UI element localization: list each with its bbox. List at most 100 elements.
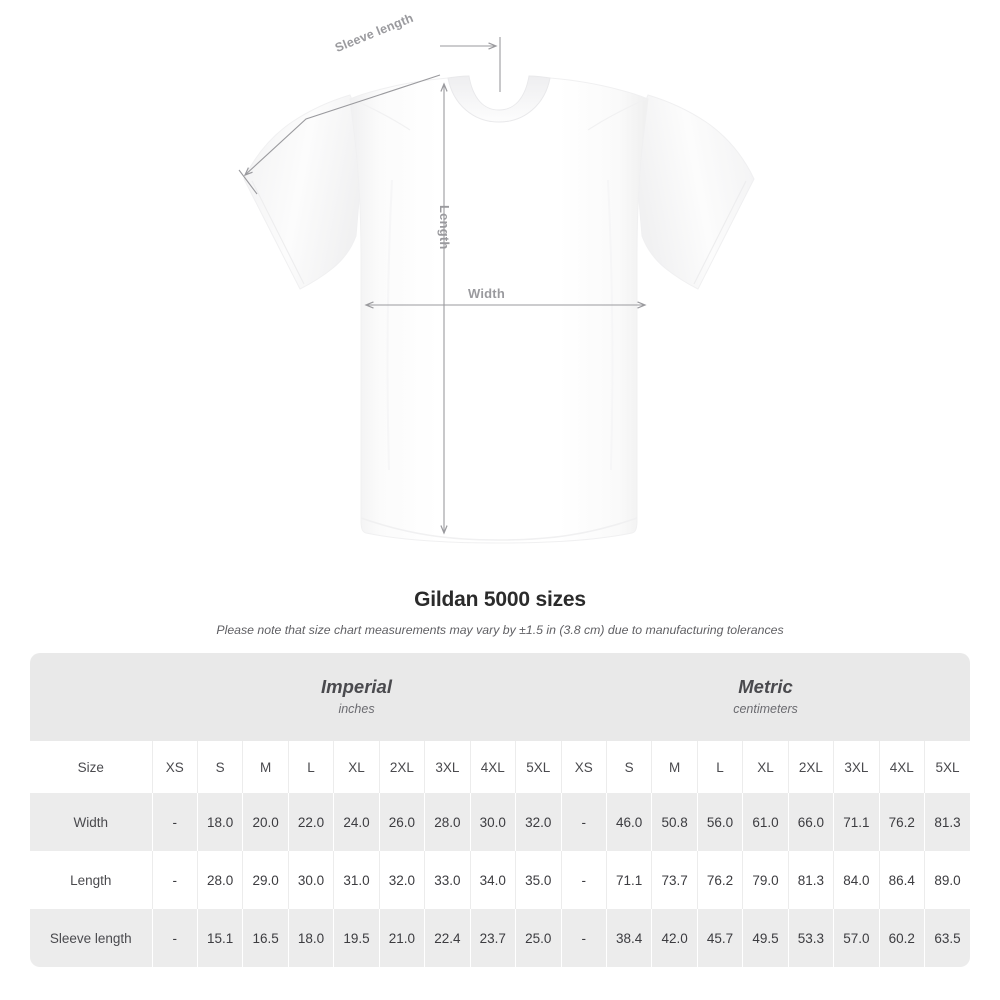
measurement-cell: - (560, 793, 607, 851)
size-column-header: M (651, 741, 698, 793)
unit-group-subtitle: inches (338, 701, 375, 716)
measurement-cell: 86.4 (878, 851, 925, 909)
measurement-cell: 81.3 (924, 793, 971, 851)
right-shoulder-seam (587, 98, 647, 131)
measurement-cell: 30.0 (287, 851, 334, 909)
sleeve-length-arrow (245, 74, 441, 175)
measurement-cell: 73.7 (651, 851, 698, 909)
unit-group-metric: Metric centimeters (561, 653, 971, 741)
measurement-cell: 76.2 (696, 851, 743, 909)
size-column-header: 5XL (515, 741, 562, 793)
measurement-cell: - (560, 909, 607, 967)
sleeve-length-end-tick (238, 169, 258, 195)
measurement-cell: 32.0 (515, 793, 562, 851)
measurement-cell: 81.3 (787, 851, 834, 909)
size-column-header: M (242, 741, 289, 793)
fabric-fold-left (386, 179, 393, 471)
unit-group-name: Imperial (321, 676, 392, 698)
measurement-cell: 45.7 (696, 909, 743, 967)
size-header-label: Size (30, 741, 152, 793)
left-sleeve-hem (251, 180, 305, 285)
measurement-cell: 23.7 (469, 909, 516, 967)
page-title: Gildan 5000 sizes (414, 588, 586, 611)
measurement-cell: 71.1 (605, 851, 652, 909)
measurement-cell: 33.0 (424, 851, 471, 909)
measurement-cell: 42.0 (651, 909, 698, 967)
bottom-hem (360, 517, 638, 541)
right-sleeve (632, 94, 755, 290)
table-row: Sleeve length -15.1 16.5 18.0 19.5 21.0 22.4 23… (30, 909, 971, 967)
measurement-row-label: Width (30, 793, 152, 851)
measurement-cell: 22.0 (287, 793, 334, 851)
size-chart-table: Imperial inches Metric centimeters Size XS S M L… (30, 653, 971, 967)
size-column-header: XS (151, 741, 198, 793)
measurement-cell: 46.0 (605, 793, 652, 851)
size-column-header: L (287, 741, 334, 793)
tolerance-note: Please note that size chart measurements… (216, 623, 784, 637)
measurement-cell: 56.0 (696, 793, 743, 851)
width-dimension-label: Width (468, 286, 505, 301)
right-sleeve-hem (693, 180, 747, 285)
size-column-header: XL (333, 741, 380, 793)
size-column-header: 3XL (833, 741, 880, 793)
measurement-cell: 34.0 (469, 851, 516, 909)
measurement-cell: 61.0 (742, 793, 789, 851)
tshirt-illustration (238, 37, 755, 544)
collar (447, 75, 551, 123)
unit-group-imperial: Imperial inches (152, 653, 562, 741)
size-chart-table-wrapper: Imperial inches Metric centimeters Size XS S M L… (30, 653, 971, 967)
unit-band-spacer (30, 653, 152, 741)
measurement-cell: 84.0 (833, 851, 880, 909)
measurement-cell: 32.0 (378, 851, 425, 909)
measurement-cell: 15.1 (196, 909, 243, 967)
measurement-row-label: Length (30, 851, 152, 909)
fabric-fold-right (607, 179, 614, 471)
tshirt-shape (243, 75, 755, 544)
measurement-cell: - (151, 909, 198, 967)
table-row: Width -18.0 20.0 22.0 24.0 26.0 28.0 30.0 32.0-4… (30, 793, 971, 851)
size-column-header: 2XL (378, 741, 425, 793)
measurement-cell: 79.0 (742, 851, 789, 909)
measurement-cell: 63.5 (924, 909, 971, 967)
measurement-cell: 30.0 (469, 793, 516, 851)
size-column-header: 4XL (878, 741, 925, 793)
measurement-cell: 26.0 (378, 793, 425, 851)
measurement-cell: 57.0 (833, 909, 880, 967)
measurement-cell: 22.4 (424, 909, 471, 967)
unit-group-subtitle: centimeters (733, 701, 798, 716)
measurement-cell: 28.0 (196, 851, 243, 909)
measurement-cell: 18.0 (196, 793, 243, 851)
unit-group-name: Metric (738, 676, 793, 698)
left-sleeve (243, 94, 366, 290)
measurement-cell: - (151, 851, 198, 909)
size-column-header: 2XL (787, 741, 834, 793)
measurement-cell: 25.0 (515, 909, 562, 967)
length-dimension-label: Length (437, 205, 452, 250)
measurement-cell: 53.3 (787, 909, 834, 967)
size-column-header: 5XL (924, 741, 971, 793)
measurement-cell: 16.5 (242, 909, 289, 967)
size-column-header: L (696, 741, 743, 793)
caption-block: Gildan 5000 sizes Please note that size … (0, 575, 1000, 637)
measurement-cell: 60.2 (878, 909, 925, 967)
unit-band-row: Imperial inches Metric centimeters (30, 653, 971, 741)
measurement-cell: 19.5 (333, 909, 380, 967)
measurement-cell: - (151, 793, 198, 851)
measurement-cell: 49.5 (742, 909, 789, 967)
measurement-annotations (238, 37, 645, 533)
measurement-cell: 29.0 (242, 851, 289, 909)
size-column-header: 3XL (424, 741, 471, 793)
size-column-header: XL (742, 741, 789, 793)
measurement-cell: 71.1 (833, 793, 880, 851)
size-column-header: 4XL (469, 741, 516, 793)
table-row: Length -28.0 29.0 30.0 31.0 32.0 33.0 34.0 35.0-… (30, 851, 971, 909)
measurement-cell: 89.0 (924, 851, 971, 909)
measurement-cell: 28.0 (424, 793, 471, 851)
tshirt-body (349, 77, 649, 544)
measurement-cell: 50.8 (651, 793, 698, 851)
measurement-cell: 76.2 (878, 793, 925, 851)
measurement-row-label: Sleeve length (30, 909, 152, 967)
size-column-header: XS (560, 741, 607, 793)
measurement-cell: 20.0 (242, 793, 289, 851)
measurement-cell: 35.0 (515, 851, 562, 909)
